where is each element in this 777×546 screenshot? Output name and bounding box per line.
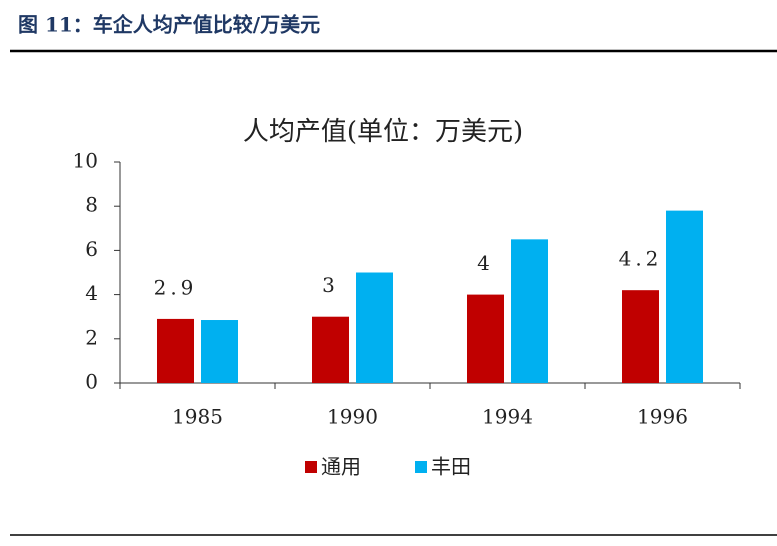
- legend-swatch: [305, 461, 317, 473]
- bar: [312, 316, 349, 383]
- y-tick-label: 0: [85, 370, 98, 394]
- legend-swatch: [415, 461, 427, 473]
- y-tick-label: 4: [85, 281, 98, 305]
- bar: [157, 318, 194, 383]
- data-label: 2.9: [154, 275, 198, 299]
- bar: [467, 294, 504, 383]
- legend-label: 通用: [321, 455, 361, 479]
- chart-title: 人均产值(单位：万美元): [243, 117, 523, 147]
- y-tick-label: 8: [85, 193, 98, 217]
- x-tick-label: 1996: [637, 405, 688, 429]
- data-label: 4: [477, 251, 494, 275]
- data-label: 3: [322, 273, 339, 297]
- y-tick-label: 6: [85, 237, 98, 261]
- bar: [356, 272, 393, 383]
- x-tick-label: 1990: [327, 405, 378, 429]
- x-tick-label: 1994: [482, 405, 533, 429]
- figure-caption: 图 11：车企人均产值比较/万美元: [18, 13, 320, 37]
- bar: [622, 290, 659, 383]
- bar: [201, 320, 238, 383]
- legend-label: 丰田: [431, 455, 471, 479]
- y-tick-label: 10: [73, 149, 98, 173]
- bar: [666, 210, 703, 383]
- data-label: 4.2: [619, 247, 663, 271]
- bar: [511, 239, 548, 383]
- y-tick-label: 2: [85, 325, 98, 349]
- x-tick-label: 1985: [172, 405, 223, 429]
